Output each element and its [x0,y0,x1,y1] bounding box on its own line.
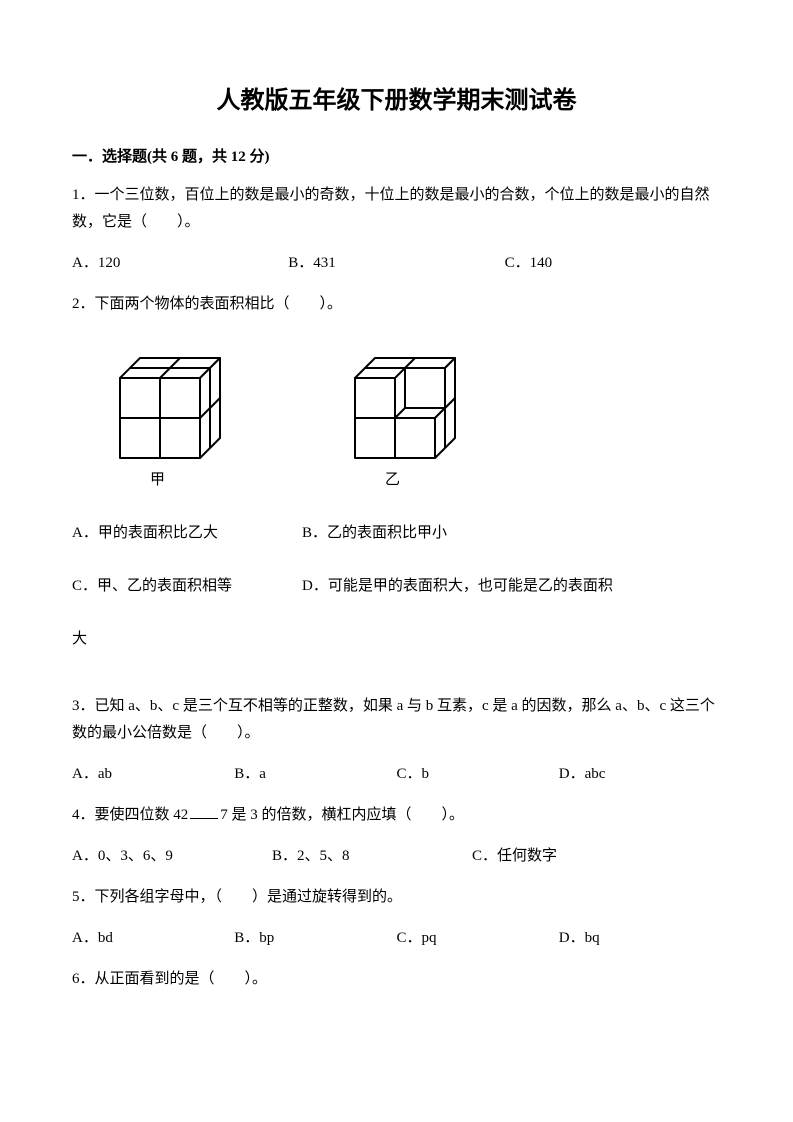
q2-figure-a: 甲 [90,348,225,494]
page-title: 人教版五年级下册数学期末测试卷 [72,80,721,115]
q5-option-a: A．bd [72,925,234,952]
q3-text: 3．已知 a、b、c 是三个互不相等的正整数，如果 a 与 b 互素，c 是 a… [72,693,721,747]
q2-figure-a-label: 甲 [150,467,165,494]
q2-option-c: C．甲、乙的表面积相等 [72,573,302,600]
q2-option-a: A．甲的表面积比乙大 [72,520,302,547]
q2-option-b: B．乙的表面积比甲小 [302,520,447,547]
question-5: 5．下列各组字母中，（ ）是通过旋转得到的。 A．bd B．bp C．pq D．… [72,884,721,952]
q3-option-a: A．ab [72,761,234,788]
cube-icon-a [90,348,225,463]
q1-option-a: A．120 [72,250,288,277]
q5-text: 5．下列各组字母中，（ ）是通过旋转得到的。 [72,884,721,911]
q5-option-d: D．bq [559,925,721,952]
q4-text: 4．要使四位数 42 7 是 3 的倍数，横杠内应填（ ）。 [72,802,721,829]
question-1: 1．一个三位数，百位上的数是最小的奇数，十位上的数是最小的合数，个位上的数是最小… [72,182,721,277]
q2-figure-b-label: 乙 [385,467,400,494]
q6-text: 6．从正面看到的是（ ）。 [72,966,721,993]
q4-option-b: B．2、5、8 [272,843,472,870]
q3-option-d: D．abc [559,761,721,788]
section-header-1: 一．选择题(共 6 题，共 12 分) [72,145,721,166]
question-2: 2．下面两个物体的表面积相比（ ）。 [72,291,721,653]
blank-underline-icon [190,818,218,819]
q5-option-b: B．bp [234,925,396,952]
q1-text: 1．一个三位数，百位上的数是最小的奇数，十位上的数是最小的合数，个位上的数是最小… [72,182,721,236]
q5-option-c: C．pq [397,925,559,952]
q2-figures: 甲 [90,348,721,494]
q5-options: A．bd B．bp C．pq D．bq [72,925,721,952]
q2-text: 2．下面两个物体的表面积相比（ ）。 [72,291,721,318]
q2-figure-b: 乙 [325,348,460,494]
q4-option-c: C．任何数字 [472,843,557,870]
q1-options: A．120 B．431 C．140 [72,250,721,277]
q4-text-post: 7 是 3 的倍数，横杠内应填（ ）。 [220,807,464,823]
q4-option-a: A．0、3、6、9 [72,843,272,870]
q1-option-b: B．431 [288,250,504,277]
q2-option-d: D．可能是甲的表面积大，也可能是乙的表面积 [302,573,613,600]
q1-option-c: C．140 [505,250,721,277]
q3-option-c: C．b [397,761,559,788]
q2-option-d-cont: 大 [72,626,721,653]
q4-options: A．0、3、6、9 B．2、5、8 C．任何数字 [72,843,721,870]
q2-options: A．甲的表面积比乙大 B．乙的表面积比甲小 C．甲、乙的表面积相等 D．可能是甲… [72,520,721,653]
question-3: 3．已知 a、b、c 是三个互不相等的正整数，如果 a 与 b 互素，c 是 a… [72,693,721,788]
question-4: 4．要使四位数 42 7 是 3 的倍数，横杠内应填（ ）。 A．0、3、6、9 … [72,802,721,870]
question-6: 6．从正面看到的是（ ）。 [72,966,721,993]
q4-text-pre: 4．要使四位数 42 [72,807,188,823]
cube-icon-b [325,348,460,463]
q3-option-b: B．a [234,761,396,788]
q3-options: A．ab B．a C．b D．abc [72,761,721,788]
